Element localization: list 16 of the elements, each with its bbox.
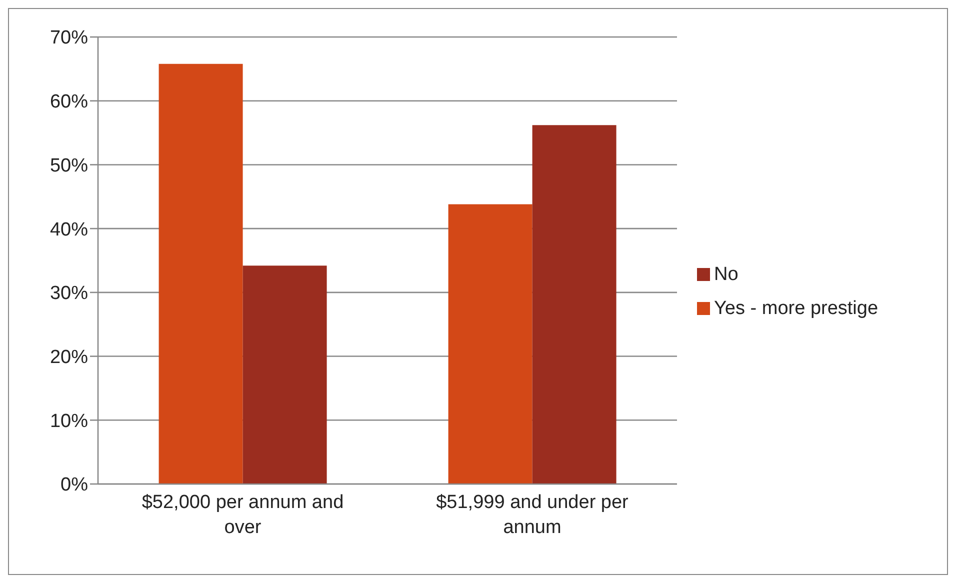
bar	[448, 204, 532, 484]
y-tick-label: 10%	[50, 410, 88, 432]
legend-label: No	[714, 264, 738, 284]
y-tick-label: 40%	[50, 219, 88, 240]
y-tick-label: 30%	[50, 283, 88, 304]
y-tick-label: 0%	[60, 474, 88, 496]
y-tick-label: 70%	[50, 28, 88, 49]
y-tick-label: 60%	[50, 92, 88, 113]
x-tick-label: $52,000 per annum and over	[142, 492, 344, 538]
bar	[158, 64, 243, 484]
bar	[242, 266, 327, 484]
y-tick-label: 20%	[50, 347, 88, 368]
bar	[532, 125, 616, 484]
legend-label: Yes - more prestige	[714, 298, 878, 318]
y-tick-label: 50%	[50, 155, 88, 176]
x-tick-label: $51,999 and under per annum	[436, 492, 630, 538]
